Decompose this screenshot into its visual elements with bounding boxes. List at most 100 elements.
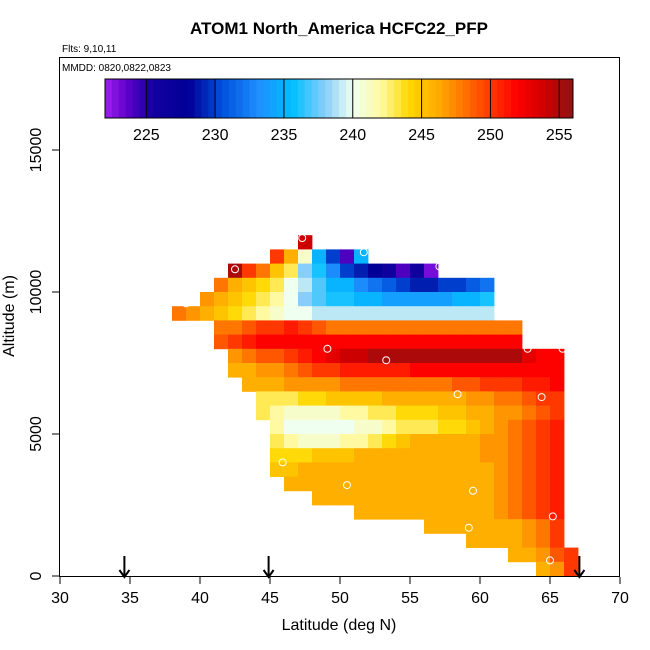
- heatmap-cell: [396, 405, 411, 421]
- x-tick-label: 65: [541, 590, 559, 607]
- heatmap-cell: [564, 561, 579, 577]
- heatmap-cell: [326, 320, 341, 335]
- heatmap-cell: [396, 505, 411, 520]
- heatmap-cell: [424, 348, 439, 364]
- heatmap-cell: [452, 306, 467, 321]
- heatmap-cell: [396, 462, 411, 477]
- heatmap-cell: [536, 377, 551, 392]
- colorbar-segment: [194, 79, 202, 118]
- heatmap-cell: [466, 320, 481, 335]
- heatmap-cell: [298, 334, 313, 350]
- heatmap-cell: [340, 320, 355, 335]
- heatmap-cell: [312, 306, 327, 321]
- heatmap-cell: [480, 377, 495, 392]
- heatmap-cell: [298, 363, 313, 378]
- heatmap-cell: [270, 434, 285, 449]
- heatmap-cell: [298, 277, 313, 293]
- heatmap-cell: [508, 348, 523, 364]
- heatmap-cell: [382, 363, 397, 378]
- heatmap-cell: [284, 348, 299, 364]
- heatmap-cell: [326, 405, 341, 421]
- heatmap-cell: [480, 292, 495, 307]
- heatmap-cell: [284, 462, 299, 477]
- colorbar-segment: [476, 79, 484, 118]
- x-tick-label: 60: [471, 590, 489, 607]
- heatmap-cells: [172, 235, 579, 577]
- heatmap-cell: [312, 490, 327, 506]
- heatmap-cell: [410, 490, 425, 506]
- heatmap-cell: [438, 405, 453, 421]
- heatmap-cell: [340, 277, 355, 293]
- heatmap-cell: [368, 462, 383, 477]
- heatmap-cell: [452, 363, 467, 378]
- heatmap-cell: [536, 519, 551, 534]
- heatmap-cell: [368, 334, 383, 350]
- heatmap-cell: [396, 306, 411, 321]
- heatmap-cell: [368, 320, 383, 335]
- heatmap-cell: [466, 462, 481, 477]
- heatmap-cell: [340, 490, 355, 506]
- heatmap-cell: [326, 249, 341, 264]
- heatmap-cell: [424, 448, 439, 463]
- heatmap-cell: [494, 334, 509, 350]
- colorbar-segment: [352, 79, 361, 118]
- heatmap-cell: [382, 434, 397, 449]
- heatmap-cell: [550, 490, 565, 506]
- heatmap-cell: [536, 363, 551, 378]
- heatmap-cell: [312, 348, 327, 364]
- dates-label: MMDD: 0820,0822,0823: [62, 63, 171, 74]
- heatmap-cell: [508, 547, 523, 563]
- heatmap-cell: [550, 519, 565, 534]
- heatmap-cell: [256, 263, 271, 279]
- colorbar-segment: [400, 79, 409, 118]
- heatmap-cell: [382, 334, 397, 350]
- heatmap-cell: [410, 363, 425, 378]
- heatmap-cell: [522, 490, 537, 506]
- heatmap-cell: [452, 505, 467, 520]
- heatmap-cell: [550, 448, 565, 463]
- heatmap-cell: [424, 476, 439, 492]
- heatmap-cell: [438, 462, 453, 477]
- heatmap-cell: [536, 405, 551, 421]
- heatmap-cell: [312, 277, 327, 293]
- colorbar-segment: [483, 79, 491, 118]
- heatmap-cell: [326, 462, 341, 477]
- heatmap-cell: [382, 377, 397, 392]
- heatmap-cell: [354, 476, 369, 492]
- heatmap-cell: [214, 277, 229, 293]
- heatmap-cell: [452, 419, 467, 435]
- heatmap-cell: [438, 391, 453, 406]
- sample-point: [546, 556, 554, 565]
- colorbar-segment: [456, 79, 464, 118]
- heatmap-cell: [270, 263, 285, 279]
- heatmap-cell: [326, 377, 341, 392]
- heatmap-cell: [480, 476, 495, 492]
- heatmap-cell: [354, 348, 369, 364]
- colorbar-segment: [318, 79, 326, 118]
- heatmap-cell: [522, 363, 537, 378]
- heatmap-cell: [452, 519, 467, 534]
- x-axis: 30 35 40 45 50 55 60 65 70: [51, 577, 629, 607]
- heatmap-cell: [382, 405, 397, 421]
- colorbar-segment: [304, 79, 312, 118]
- heatmap-cell: [284, 434, 299, 449]
- heatmap-cell: [382, 419, 397, 435]
- heatmap-cell: [466, 533, 481, 548]
- heatmap-cell: [256, 306, 271, 321]
- heatmap-cell: [494, 391, 509, 406]
- colorbar-segment: [421, 79, 429, 118]
- heatmap-cell: [480, 391, 495, 406]
- heatmap-cell: [256, 292, 271, 307]
- heatmap-cell: [228, 348, 243, 364]
- heatmap-cell: [354, 249, 369, 264]
- x-tick-label: 50: [331, 590, 349, 607]
- colorbar-segment: [462, 79, 471, 118]
- heatmap-cell: [298, 292, 313, 307]
- heatmap-cell: [410, 419, 425, 435]
- heatmap-cell: [550, 533, 565, 548]
- heatmap-cell: [494, 405, 509, 421]
- sample-point: [231, 265, 239, 274]
- heatmap-cell: [508, 490, 523, 506]
- heatmap-cell: [410, 377, 425, 392]
- sample-point: [453, 390, 462, 399]
